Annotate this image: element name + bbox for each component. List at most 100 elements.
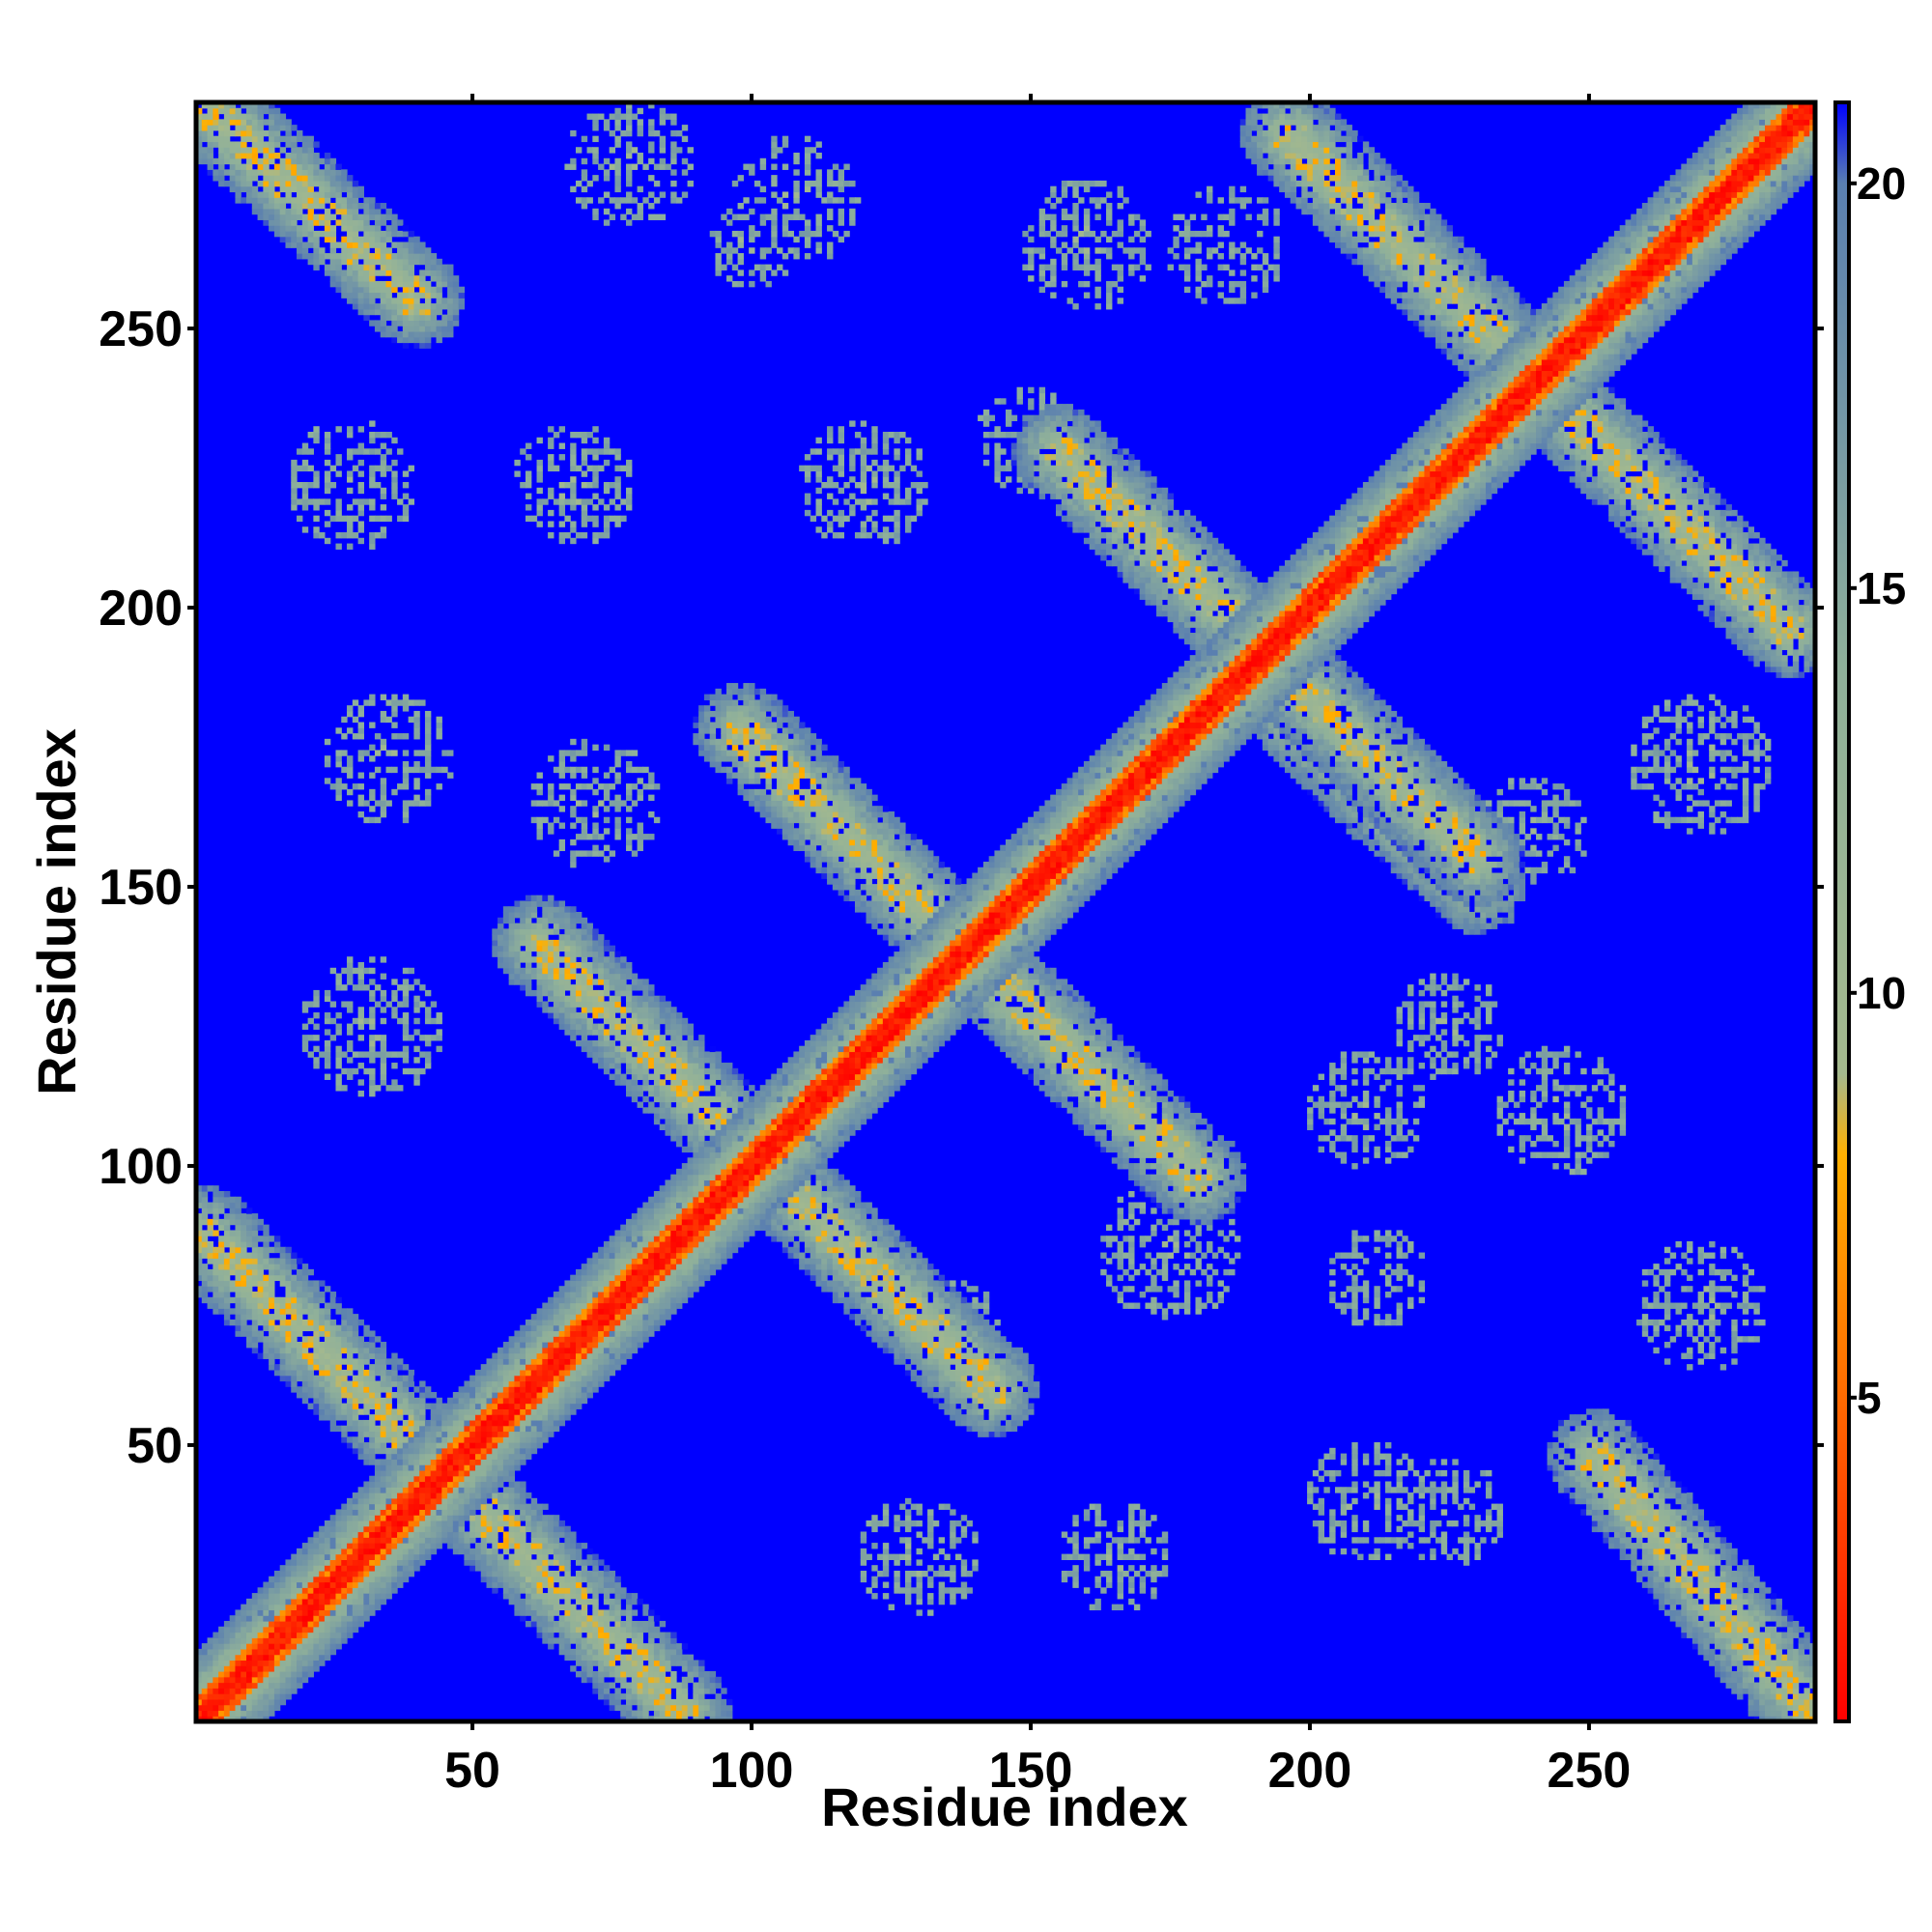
heatmap-cell — [598, 1023, 605, 1030]
heatmap-cell — [380, 504, 387, 511]
heatmap-cell — [586, 1598, 593, 1605]
heatmap-cell — [598, 995, 605, 1003]
heatmap-cell — [603, 1342, 611, 1349]
heatmap-cell — [598, 1643, 605, 1650]
heatmap-cell — [564, 1559, 571, 1566]
heatmap-cell — [581, 1660, 588, 1666]
heatmap-cell — [235, 197, 242, 204]
heatmap-cell — [324, 481, 331, 489]
heatmap-cell — [285, 1648, 292, 1656]
heatmap-cell — [570, 906, 577, 913]
heatmap-cell — [570, 750, 577, 756]
heatmap-cell — [464, 1425, 470, 1433]
heatmap-cell — [324, 1352, 331, 1359]
heatmap-cell — [269, 1319, 275, 1326]
heatmap-cell — [313, 1565, 320, 1572]
heatmap-cell — [369, 1414, 376, 1421]
heatmap-cell — [307, 1280, 314, 1287]
heatmap-cell — [558, 1001, 566, 1008]
heatmap-cell — [413, 1403, 420, 1409]
heatmap-cell — [279, 1637, 287, 1644]
heatmap-cell — [374, 1403, 382, 1409]
heatmap-cell — [324, 521, 331, 527]
heatmap-cell — [424, 336, 432, 344]
heatmap-cell — [341, 1067, 348, 1075]
heatmap-cell — [592, 1029, 599, 1036]
heatmap-cell — [553, 1392, 560, 1399]
heatmap-cell — [246, 1314, 253, 1321]
heatmap-cell — [241, 113, 247, 120]
heatmap-cell — [241, 1626, 247, 1634]
heatmap-cell — [285, 230, 292, 238]
heatmap-cell — [413, 722, 420, 728]
heatmap-cell — [581, 822, 588, 829]
heatmap-cell — [502, 1581, 510, 1588]
heatmap-cell — [385, 1085, 392, 1092]
heatmap-cell — [492, 1520, 498, 1527]
heatmap-cell — [581, 1001, 588, 1008]
heatmap-cell — [436, 1531, 442, 1538]
heatmap-cell — [385, 1403, 392, 1409]
heatmap-cell — [324, 470, 331, 477]
heatmap-cell — [329, 465, 337, 472]
heatmap-cell — [564, 1347, 571, 1354]
heatmap-cell — [246, 1208, 253, 1214]
heatmap-cell — [291, 1330, 298, 1337]
heatmap-cell — [297, 1319, 303, 1326]
heatmap-cell — [380, 280, 387, 288]
heatmap-cell — [319, 1369, 326, 1377]
heatmap-cell — [251, 1660, 259, 1666]
heatmap-cell — [502, 1543, 510, 1549]
heatmap-cell — [279, 236, 287, 243]
heatmap-cell — [357, 1342, 364, 1349]
heatmap-cell — [558, 509, 566, 517]
heatmap-cell — [419, 247, 426, 254]
heatmap-cell — [480, 1459, 488, 1465]
heatmap-cell — [363, 298, 370, 304]
heatmap-cell — [548, 1380, 554, 1387]
heatmap-cell — [553, 962, 560, 969]
heatmap-cell — [347, 962, 354, 969]
heatmap-cell — [502, 939, 510, 947]
heatmap-cell — [497, 1492, 504, 1499]
heatmap-cell — [329, 1648, 337, 1656]
heatmap-cell — [319, 1324, 326, 1332]
heatmap-cell — [542, 1414, 549, 1421]
heatmap-cell — [324, 1531, 331, 1538]
heatmap-cell — [502, 1380, 510, 1387]
heatmap-cell — [419, 1386, 426, 1393]
heatmap-cell — [469, 1447, 476, 1455]
heatmap-cell — [520, 1537, 526, 1544]
heatmap-cell — [548, 1007, 554, 1013]
heatmap-cell — [586, 973, 593, 980]
heatmap-cell — [223, 1236, 231, 1242]
heatmap-cell — [246, 1218, 253, 1226]
heatmap-cell — [548, 1302, 554, 1309]
heatmap-cell — [363, 270, 370, 276]
heatmap-cell — [257, 1319, 264, 1326]
heatmap-cell — [285, 1598, 292, 1605]
heatmap-cell — [291, 1336, 298, 1343]
heatmap-cell — [558, 912, 566, 919]
heatmap-cell — [464, 1503, 470, 1510]
heatmap-cell — [570, 1637, 577, 1644]
heatmap-cell — [592, 1314, 599, 1321]
heatmap-cell — [380, 1403, 387, 1409]
heatmap-cell — [592, 1637, 599, 1644]
heatmap-cell — [492, 1403, 498, 1409]
heatmap-cell — [486, 1515, 493, 1521]
heatmap-cell — [424, 1431, 432, 1437]
heatmap-cell — [201, 1648, 209, 1656]
heatmap-cell — [464, 1553, 470, 1560]
heatmap-cell — [385, 431, 392, 439]
heatmap-cell — [536, 1403, 543, 1409]
heatmap-cell — [380, 258, 387, 266]
heatmap-cell — [324, 1057, 331, 1064]
heatmap-cell — [380, 783, 387, 790]
heatmap-cell — [257, 1336, 264, 1343]
heatmap-cell — [374, 230, 382, 238]
heatmap-cell — [458, 1459, 466, 1465]
heatmap-cell — [391, 1497, 398, 1505]
heatmap-cell — [553, 1403, 560, 1409]
heatmap-cell — [307, 1576, 314, 1583]
